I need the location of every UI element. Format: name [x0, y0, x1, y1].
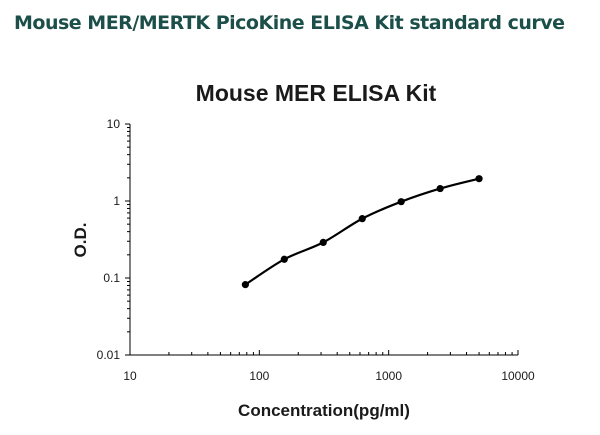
y-axis-label: O.D. — [71, 223, 90, 258]
x-tick-label: 1000 — [375, 369, 402, 383]
data-point — [319, 238, 327, 246]
data-point — [436, 184, 444, 193]
data-point — [358, 215, 366, 223]
data-point — [475, 175, 483, 183]
x-tick-label: 100 — [249, 369, 269, 383]
data-series — [241, 175, 483, 289]
y-axis-ticks: 0.01 0.1 1 10 — [97, 117, 130, 362]
data-point — [280, 255, 288, 263]
y-tick-label: 1 — [113, 194, 120, 208]
x-tick-label: 10000 — [501, 369, 535, 383]
y-tick-label: 0.01 — [97, 348, 121, 362]
data-point — [241, 281, 249, 289]
page-heading: Mouse MER/MERTK PicoKine ELISA Kit stand… — [14, 12, 565, 34]
data-point — [397, 198, 405, 206]
y-tick-label: 0.1 — [103, 271, 120, 285]
y-tick-label: 10 — [107, 117, 121, 131]
x-axis-label: Concentration(pg/ml) — [238, 401, 410, 420]
chart-title: Mouse MER ELISA Kit — [196, 80, 437, 106]
x-tick-label: 10 — [123, 369, 137, 383]
plot-area: 0.01 0.1 1 10 10 100 1000 10000 — [97, 117, 535, 383]
x-axis-ticks: 10 100 1000 10000 — [123, 350, 535, 383]
fitted-curve — [244, 177, 480, 286]
